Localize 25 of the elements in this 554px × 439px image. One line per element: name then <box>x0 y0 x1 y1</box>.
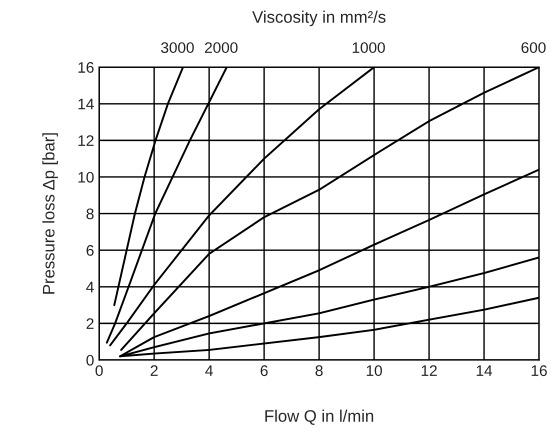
y-tick-label: 10 <box>78 172 94 183</box>
x-tick-label: 10 <box>366 365 382 376</box>
x-tick-label: 8 <box>316 365 323 376</box>
series-label: 2000 <box>204 42 238 54</box>
series-label: 3000 <box>161 42 194 54</box>
x-tick-label: 2 <box>150 365 158 376</box>
chart-title: Viscosity in mm²/s <box>252 10 386 26</box>
series-label: 600 <box>522 42 546 54</box>
x-axis-title: Flow Q in l/min <box>265 410 374 425</box>
y-tick-label: 2 <box>86 318 94 329</box>
y-tick-label: 4 <box>86 282 94 292</box>
x-tick-label: 0 <box>96 365 103 376</box>
y-tick-label: 12 <box>78 135 94 146</box>
x-tick-label: 6 <box>260 365 268 376</box>
series-label: 1000 <box>352 42 385 54</box>
y-tick-label: 6 <box>86 245 94 256</box>
y-axis-title: Pressure loss Δp [bar] <box>42 133 58 294</box>
y-tick-label: 0 <box>86 354 94 366</box>
x-tick-label: 4 <box>205 365 213 376</box>
y-tick-label: 14 <box>78 98 94 110</box>
x-tick-label: 14 <box>476 365 492 376</box>
x-tick-label: 16 <box>532 365 547 376</box>
x-tick-label: 12 <box>422 365 437 376</box>
y-tick-label: 16 <box>78 62 94 73</box>
y-tick-label: 8 <box>86 208 94 220</box>
